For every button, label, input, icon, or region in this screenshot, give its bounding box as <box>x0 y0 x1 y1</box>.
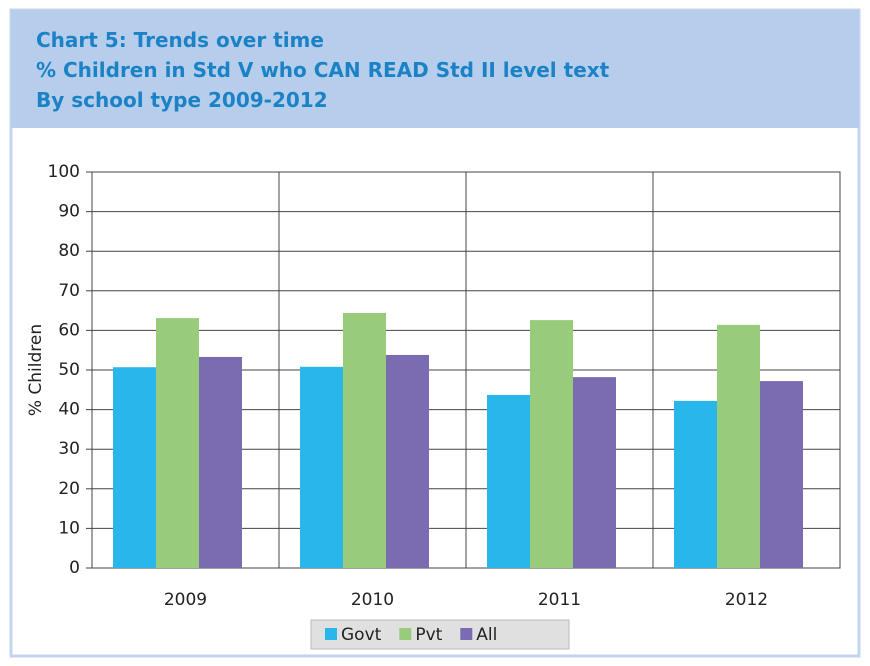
y-tick-label: 40 <box>58 400 80 420</box>
y-tick-label: 10 <box>58 518 80 538</box>
chart-title: Chart 5: Trends over time <box>36 28 324 52</box>
bar <box>760 381 803 568</box>
y-tick-label: 70 <box>58 281 80 301</box>
legend-label: Pvt <box>415 625 442 645</box>
legend-swatch <box>399 628 412 640</box>
chart-title: By school type 2009-2012 <box>36 88 328 112</box>
y-axis-label: % Children <box>26 324 46 416</box>
legend-swatch <box>325 628 337 640</box>
x-tick-label: 2011 <box>538 590 581 610</box>
y-tick-label: 80 <box>58 241 80 261</box>
bar <box>156 318 199 568</box>
chart-title: % Children in Std V who CAN READ Std II … <box>36 58 610 82</box>
bar <box>343 312 386 568</box>
plot-border <box>91 171 841 569</box>
y-tick-label: 60 <box>58 320 80 340</box>
legend-label: All <box>476 625 497 645</box>
bar <box>386 354 429 568</box>
bar <box>199 356 242 568</box>
y-tick-label: 90 <box>58 202 80 222</box>
bar <box>530 320 573 568</box>
bar <box>674 400 717 568</box>
y-tick-label: 50 <box>58 360 80 380</box>
x-tick-label: 2012 <box>725 590 768 610</box>
bar <box>300 366 343 568</box>
x-tick-label: 2010 <box>351 590 394 610</box>
legend-box <box>310 619 570 650</box>
bar <box>717 324 760 568</box>
bar <box>113 367 156 568</box>
bar <box>573 377 616 568</box>
y-tick-label: 100 <box>48 162 80 182</box>
x-tick-label: 2009 <box>164 590 207 610</box>
bar <box>487 394 530 568</box>
header-band <box>11 10 859 128</box>
legend-label: Govt <box>341 625 382 645</box>
y-tick-label: 30 <box>58 439 80 459</box>
y-tick-label: 20 <box>58 479 80 499</box>
y-tick-label: 0 <box>69 558 80 578</box>
legend-swatch <box>460 628 473 640</box>
